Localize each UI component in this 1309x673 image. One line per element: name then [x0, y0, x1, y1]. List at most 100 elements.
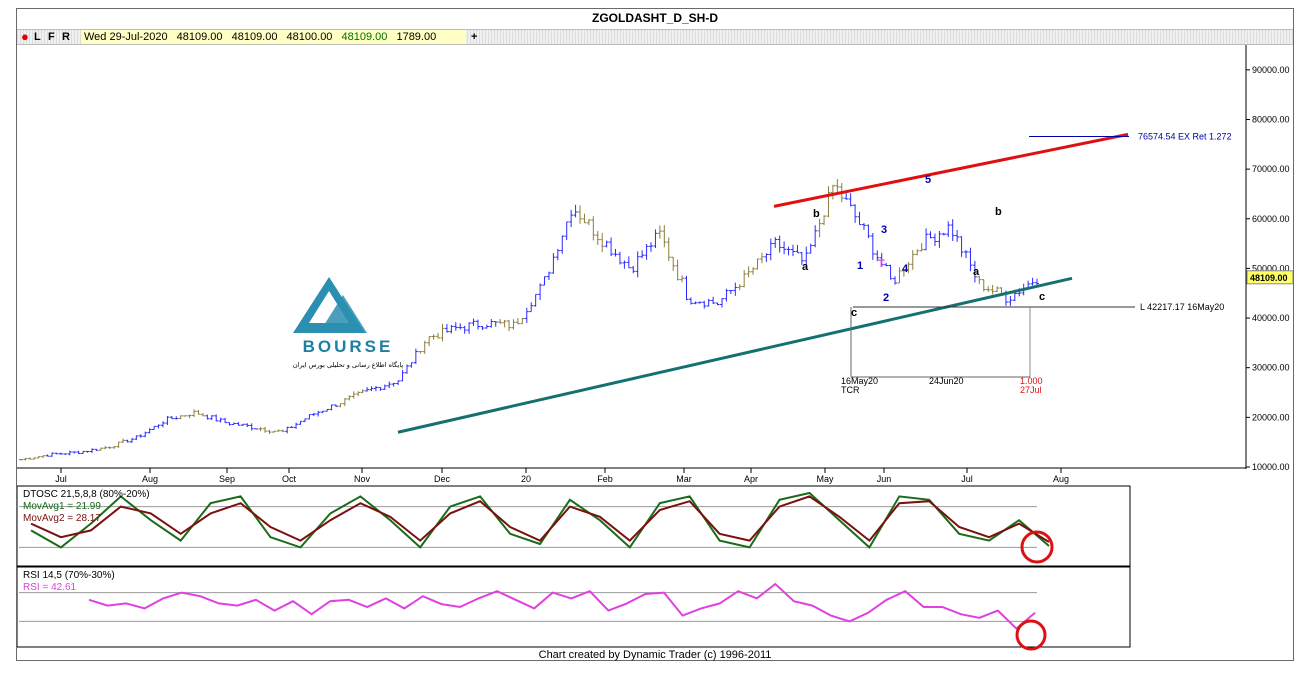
add-icon[interactable]: +: [471, 31, 478, 43]
dtosc-movavg1-line: [30, 491, 1050, 549]
ohlc-bar: [27, 457, 32, 460]
ohlc-bar: [790, 244, 795, 257]
ohlc-bar: [81, 450, 86, 454]
x-tick-label: Jul: [961, 474, 973, 484]
ohlc-bar: [595, 230, 600, 245]
ohlc-bar: [719, 298, 724, 308]
resistance-trendline: [773, 132, 1129, 208]
ohlc-bar: [431, 334, 436, 340]
ohlc-bar: [680, 275, 685, 283]
ohlc-bar: [915, 249, 920, 256]
ohlc-bar: [507, 319, 512, 332]
ohlc-bar: [263, 426, 268, 433]
chart-canvas: 90000.00 80000.00 70000.00 60000.00 50000.00…: [17, 45, 1293, 651]
price-readout: Wed 29-Jul-2020 48109.00 48109.00 48100.…: [81, 30, 466, 44]
ohlc-bar: [733, 282, 738, 296]
ohlc-bar: [822, 215, 827, 226]
wave-label: c: [851, 307, 857, 319]
ohlc-bar: [160, 421, 165, 428]
ohlc-bar: [786, 246, 791, 256]
ohlc-bar: [866, 224, 871, 239]
ohlc-bar: [209, 415, 214, 421]
ohlc-bar: [631, 265, 636, 274]
ohlc-bar: [573, 204, 578, 218]
ohlc-bar: [280, 429, 285, 433]
ohlc-bar: [759, 252, 764, 264]
ohlc-bar: [147, 428, 152, 434]
ohlc-bar: [861, 223, 866, 230]
ohlc-bar: [156, 424, 161, 429]
ohlc-bar: [98, 447, 103, 451]
ohlc-bar: [906, 262, 911, 274]
dtosc-panel: [17, 485, 1131, 567]
ohlc-bar: [697, 301, 702, 304]
ohlc-bar: [138, 434, 143, 438]
ohlc-bar: [884, 262, 889, 267]
toggle-l-button[interactable]: L: [34, 31, 41, 43]
ohlc-bar: [640, 250, 645, 259]
ohlc-bar: [227, 422, 232, 426]
ohlc-bar: [236, 422, 241, 426]
ohlc-bar: [950, 219, 955, 241]
ohlc-bar: [724, 288, 729, 302]
x-tick-label: 20: [521, 474, 531, 484]
last-price-label: 48109.00: [1250, 273, 1288, 283]
ohlc-bar: [58, 452, 63, 455]
ohlc-bar: [613, 248, 618, 257]
wave-label: 3: [881, 224, 887, 236]
ohlc-bar: [449, 324, 454, 334]
ohlc-bar: [826, 186, 831, 218]
ohlc-bar: [249, 423, 254, 431]
ohlc-bar: [799, 252, 804, 265]
wave-label: b: [995, 206, 1002, 218]
ohlc-bar: [89, 448, 94, 454]
x-tick-label: Dec: [434, 474, 451, 484]
record-dot-icon[interactable]: ●: [21, 29, 29, 44]
y-tick-label: 20000.00: [1252, 412, 1290, 422]
ohlc-bar: [715, 302, 720, 306]
ohlc-bar: [205, 414, 210, 420]
ohlc-bar: [764, 253, 769, 262]
ohlc-bar: [484, 324, 489, 329]
ohlc-bar: [174, 416, 179, 420]
wave-label: c: [1039, 291, 1045, 303]
ohlc-bar: [311, 412, 316, 416]
ohlc-bar: [932, 233, 937, 246]
ohlc-bar: [626, 256, 631, 269]
ohlc-bar: [440, 323, 445, 342]
ohlc-bar: [187, 414, 192, 419]
ohlc-bar: [387, 381, 392, 389]
y-tick-label: 90000.00: [1252, 65, 1290, 75]
ohlc-bar: [178, 415, 183, 420]
toggle-f-button[interactable]: F: [48, 31, 55, 43]
ohlc-bar: [307, 414, 312, 420]
level-label: L 42217.17 16May20: [1140, 302, 1224, 312]
ohlc-bar: [844, 192, 849, 200]
readout-volume: 1789.00: [396, 31, 437, 43]
x-tick-label: Feb: [597, 474, 613, 484]
ohlc-bar: [622, 260, 627, 269]
ohlc-bar: [218, 417, 223, 423]
time-label-ratio: 1.000: [1020, 376, 1043, 386]
ohlc-bar: [373, 385, 378, 392]
ohlc-bar: [400, 370, 405, 382]
ohlc-bar: [67, 450, 72, 456]
ohlc-bar: [169, 416, 174, 420]
ohlc-bar: [684, 275, 689, 301]
wave-label: 1: [857, 260, 863, 272]
toggle-r-button[interactable]: R: [62, 31, 70, 43]
ohlc-bar: [604, 240, 609, 248]
ohlc-bar: [569, 209, 574, 228]
ohlc-bar: [129, 438, 134, 443]
ohlc-bar: [795, 244, 800, 254]
ohlc-bar: [782, 241, 787, 255]
ohlc-bar: [134, 435, 139, 440]
x-tick-label: Aug: [142, 474, 158, 484]
ohlc-bar: [524, 307, 529, 323]
bourse-logo: BOURSE پایگاه اطلاع رسانی و تحلیلی بورس …: [285, 275, 411, 375]
time-label-mid: 24Jun20: [929, 376, 964, 386]
x-tick-label: Sep: [219, 474, 235, 484]
ohlc-bar: [19, 459, 23, 461]
ohlc-bar: [493, 321, 498, 327]
ohlc-bar: [977, 275, 982, 285]
